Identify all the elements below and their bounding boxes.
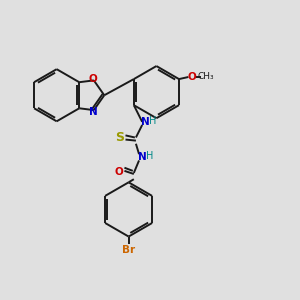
Text: O: O [187, 72, 196, 82]
Text: CH₃: CH₃ [198, 73, 214, 82]
Text: Br: Br [122, 245, 135, 255]
Text: N: N [141, 117, 150, 127]
Text: N: N [89, 107, 98, 117]
Text: S: S [115, 131, 124, 144]
Text: N: N [138, 152, 147, 162]
Text: O: O [88, 74, 97, 84]
Text: O: O [115, 167, 124, 177]
Text: H: H [149, 116, 156, 126]
Text: H: H [146, 151, 153, 161]
